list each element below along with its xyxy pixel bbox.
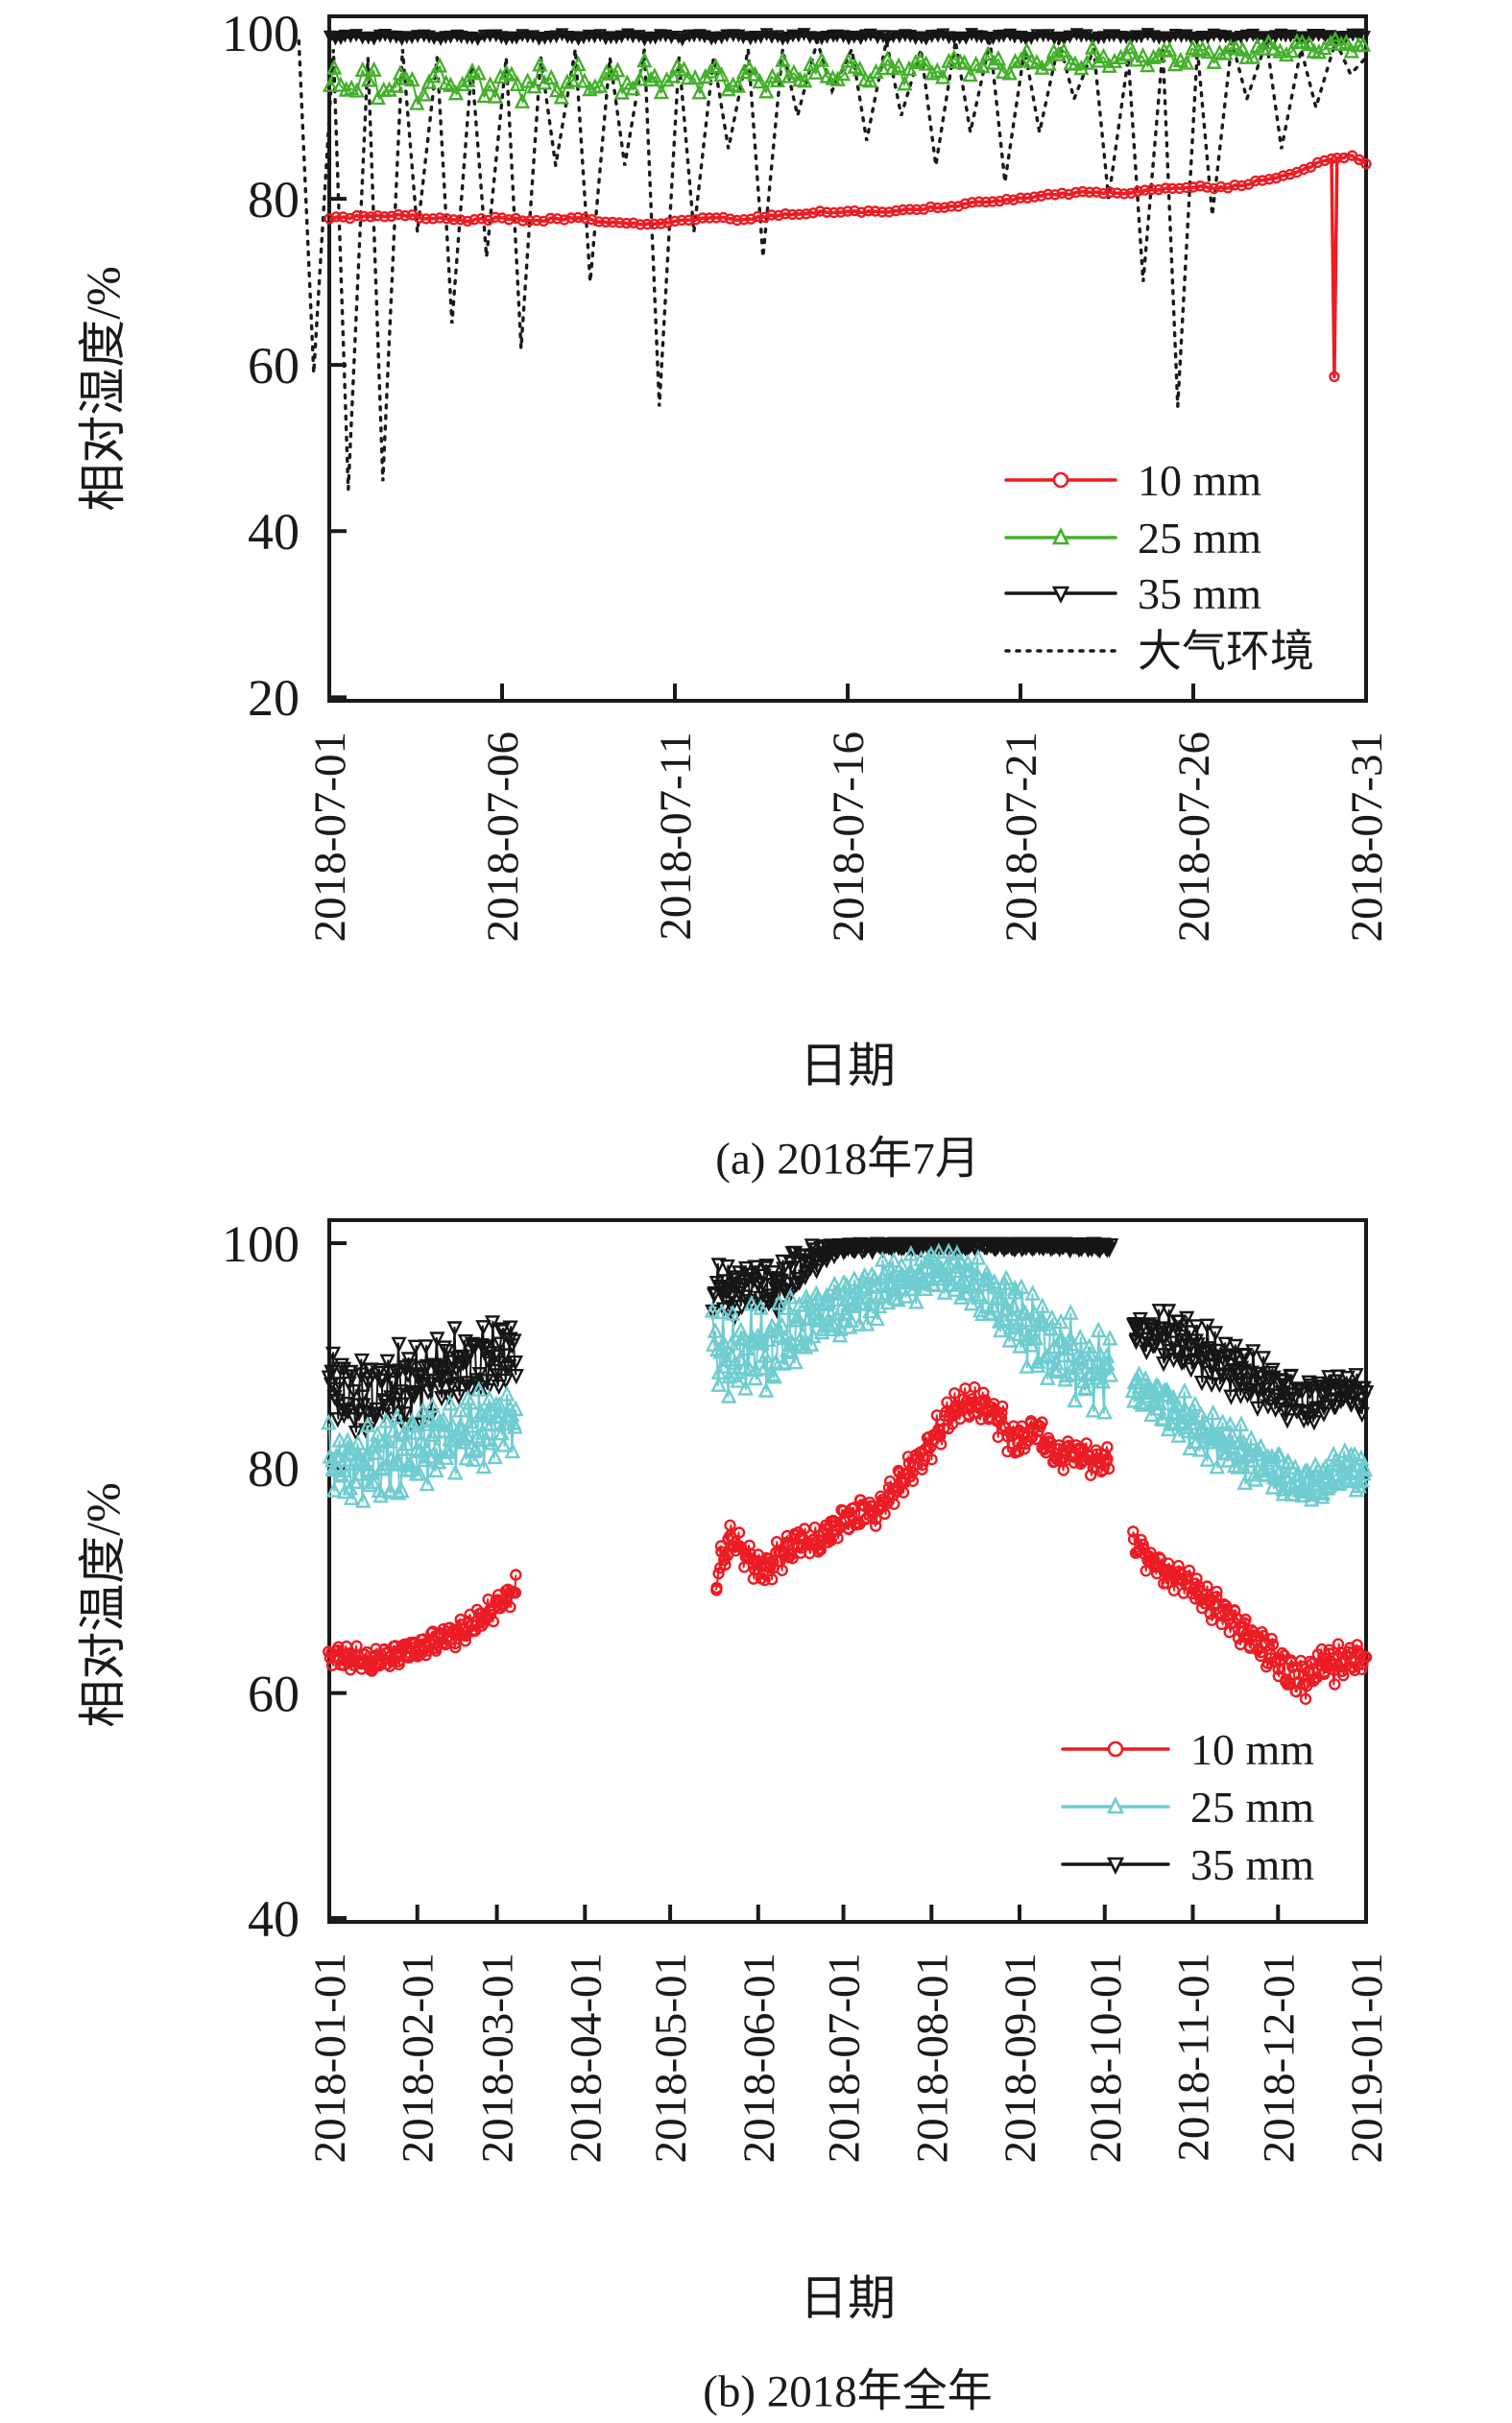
y-tick-label-a: 20 [248, 669, 300, 727]
legend-a: 10 mm 25 mm 35 mm 大气环境 [1004, 456, 1314, 676]
y-axis-label-b: 相对温度/% [76, 1482, 130, 1728]
series-markers [704, 1242, 1119, 1420]
x-tick-label-a: 2018-07-31 [1342, 732, 1392, 942]
x-tick-label-b: 2018-03-01 [473, 1953, 523, 2163]
chart-b-humidity-year: 40 60 80 100 2018-01-01 2018-02-01 2018-03-01 2… [222, 1215, 1392, 2163]
legend-marker-triangle-up [1051, 527, 1070, 545]
y-tick-label-a: 40 [248, 503, 300, 561]
x-tick-label-b: 2018-06-01 [734, 1953, 784, 2163]
y-tick-label-b: 80 [248, 1440, 300, 1498]
series-大气环境-a [297, 35, 1368, 491]
x-tick-label-a: 2018-07-21 [996, 732, 1046, 942]
series-markers [324, 150, 1372, 382]
series-25-mm-a [322, 30, 1372, 110]
series-25-mm-b [321, 1242, 1374, 1508]
legend-label: 25 mm [1138, 514, 1261, 563]
series-markers [1127, 1525, 1373, 1705]
caption-b: (b) 2018年全年 [703, 2366, 993, 2417]
series-35-mm-a [323, 28, 1371, 47]
x-tick-label-b: 2018-02-01 [394, 1953, 444, 2163]
legend-b: 10 mm 25 mm 35 mm [1061, 1725, 1314, 1889]
x-tick-label-a: 2018-07-11 [651, 732, 701, 941]
series-markers [321, 1315, 524, 1442]
chart-a-humidity-july: 20 40 60 80 100 2018-07-01 2018-07-06 2018-07-1… [222, 5, 1392, 942]
x-axis-label-b: 日期 [800, 2271, 896, 2325]
series-markers [321, 1380, 524, 1508]
x-tick-label-a: 2018-07-16 [824, 732, 874, 942]
series-markers [322, 30, 1372, 110]
legend-marker-circle [1052, 471, 1069, 489]
x-tick-label-b: 2018-10-01 [1081, 1953, 1131, 2163]
x-tick-label-b: 2019-01-01 [1342, 1953, 1392, 2163]
series-10-mm-b [323, 1380, 1373, 1705]
legend-marker-circle [1107, 1740, 1124, 1758]
plot-frame-b [327, 1218, 1368, 1924]
x-tick-label-a: 2018-07-01 [305, 732, 355, 942]
y-tick-label-b: 40 [248, 1890, 300, 1948]
x-tick-label-a: 2018-07-06 [478, 732, 528, 942]
legend-marker-triangle-up [1106, 1796, 1125, 1814]
x-tick-label-b: 2018-07-01 [820, 1953, 870, 2163]
legend-label: 10 mm [1190, 1725, 1314, 1774]
x-tick-label-b: 2018-04-01 [561, 1953, 611, 2163]
y-tick-label-b: 100 [222, 1215, 300, 1273]
legend-marker-triangle-down [1106, 1857, 1125, 1875]
series-markers [323, 1569, 522, 1677]
series-markers [710, 1380, 1116, 1596]
x-axis-label-a: 日期 [800, 1039, 896, 1092]
x-tick-label-b: 2018-01-01 [305, 1953, 355, 2163]
y-axis-label-a: 相对湿度/% [76, 266, 130, 512]
legend-label: 大气环境 [1138, 627, 1314, 676]
x-tick-label-b: 2018-08-01 [907, 1953, 957, 2163]
series-markers [323, 28, 1371, 47]
atmosphere-dotted-line [297, 35, 1368, 491]
x-tick-label-b: 2018-05-01 [646, 1953, 696, 2163]
x-tick-label-b: 2018-09-01 [996, 1953, 1045, 2163]
x-tick-label-b: 2018-11-01 [1169, 1953, 1219, 2162]
series-10-mm-a [324, 150, 1372, 382]
x-tick-label-a: 2018-07-26 [1169, 732, 1219, 942]
legend-label: 35 mm [1138, 569, 1261, 618]
series-markers [1125, 1304, 1375, 1431]
legend-marker-triangle-down [1051, 586, 1070, 604]
legend-label: 10 mm [1138, 456, 1261, 505]
y-tick-label-a: 60 [248, 337, 300, 395]
caption-a: (a) 2018年7月 [715, 1134, 980, 1185]
y-tick-label-a: 80 [248, 171, 300, 228]
legend-label: 35 mm [1190, 1840, 1314, 1889]
series-line [328, 153, 1368, 379]
legend-label: 25 mm [1190, 1783, 1314, 1832]
x-tick-label-b: 2018-12-01 [1254, 1953, 1304, 2163]
y-tick-label-b: 60 [248, 1666, 300, 1723]
y-tick-label-a: 100 [222, 5, 300, 62]
series-markers [1124, 1365, 1374, 1507]
